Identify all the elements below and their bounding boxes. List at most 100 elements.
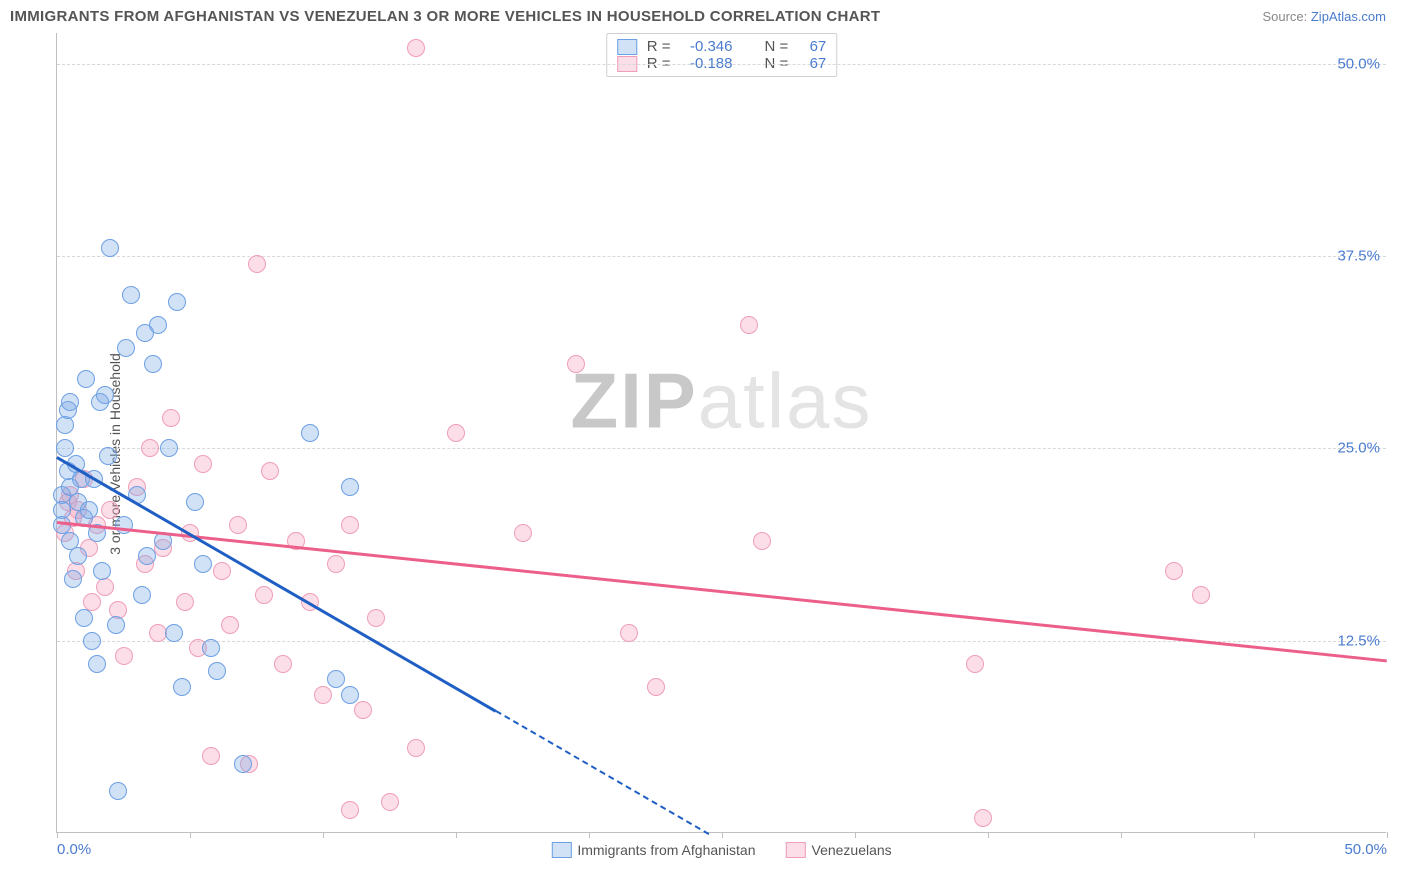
point-series-a — [149, 316, 167, 334]
source-prefix: Source: — [1262, 9, 1310, 24]
point-series-b — [261, 462, 279, 480]
x-tick — [1121, 832, 1122, 838]
point-series-a — [80, 501, 98, 519]
trendline-series-a — [56, 456, 496, 712]
point-series-b — [1192, 586, 1210, 604]
watermark: ZIPatlas — [570, 355, 872, 446]
point-series-b — [381, 793, 399, 811]
y-tick-label: 25.0% — [1337, 440, 1380, 457]
series-a-label: Immigrants from Afghanistan — [577, 842, 755, 858]
point-series-b — [213, 562, 231, 580]
point-series-b — [274, 655, 292, 673]
point-series-b — [176, 593, 194, 611]
point-series-a — [341, 686, 359, 704]
point-series-a — [101, 239, 119, 257]
r-value-a: -0.346 — [681, 38, 733, 55]
point-series-a — [133, 586, 151, 604]
point-series-b — [314, 686, 332, 704]
point-series-a — [56, 416, 74, 434]
point-series-b — [221, 616, 239, 634]
point-series-b — [202, 747, 220, 765]
point-series-b — [974, 809, 992, 827]
point-series-b — [354, 701, 372, 719]
point-series-b — [753, 532, 771, 550]
point-series-a — [88, 655, 106, 673]
x-tick — [722, 832, 723, 838]
point-series-a — [107, 616, 125, 634]
point-series-a — [64, 570, 82, 588]
watermark-right: atlas — [698, 356, 873, 444]
point-series-a — [122, 286, 140, 304]
x-tick — [1254, 832, 1255, 838]
y-tick-label: 50.0% — [1337, 55, 1380, 72]
point-series-a — [99, 447, 117, 465]
r-label-a: R = — [647, 38, 671, 55]
legend-row-a: R = -0.346 N = 67 — [617, 38, 827, 55]
point-series-a — [186, 493, 204, 511]
point-series-b — [255, 586, 273, 604]
point-series-b — [407, 739, 425, 757]
point-series-a — [301, 424, 319, 442]
point-series-b — [101, 501, 119, 519]
y-tick-label: 12.5% — [1337, 632, 1380, 649]
point-series-b — [514, 524, 532, 542]
correlation-legend: R = -0.346 N = 67 R = -0.188 N = 67 — [606, 33, 838, 77]
x-tick — [456, 832, 457, 838]
point-series-b — [966, 655, 984, 673]
source-attribution: Source: ZipAtlas.com — [1262, 9, 1386, 24]
point-series-a — [160, 439, 178, 457]
point-series-a — [165, 624, 183, 642]
point-series-a — [77, 370, 95, 388]
source-link[interactable]: ZipAtlas.com — [1311, 9, 1386, 24]
point-series-a — [117, 339, 135, 357]
x-tick — [323, 832, 324, 838]
point-series-a — [327, 670, 345, 688]
point-series-b — [567, 355, 585, 373]
point-series-b — [115, 647, 133, 665]
chart-container: 3 or more Vehicles in Household ZIPatlas… — [10, 29, 1396, 879]
x-tick-label-max: 50.0% — [1344, 841, 1387, 858]
chart-title: IMMIGRANTS FROM AFGHANISTAN VS VENEZUELA… — [10, 8, 880, 25]
x-tick-label-min: 0.0% — [57, 841, 91, 858]
point-series-b — [447, 424, 465, 442]
plot-area: ZIPatlas R = -0.346 N = 67 R = -0.188 N … — [56, 33, 1386, 833]
x-tick — [190, 832, 191, 838]
point-series-b — [407, 39, 425, 57]
point-series-b — [327, 555, 345, 573]
x-tick — [988, 832, 989, 838]
point-series-a — [61, 393, 79, 411]
point-series-a — [138, 547, 156, 565]
point-series-b — [341, 801, 359, 819]
gridline — [57, 448, 1386, 449]
n-label-a: N = — [765, 38, 789, 55]
x-tick — [589, 832, 590, 838]
point-series-b — [367, 609, 385, 627]
swatch-series-a — [617, 39, 637, 55]
point-series-a — [93, 562, 111, 580]
point-series-b — [620, 624, 638, 642]
swatch-a-icon — [551, 842, 571, 858]
point-series-b — [647, 678, 665, 696]
watermark-left: ZIP — [570, 356, 697, 444]
point-series-b — [96, 578, 114, 596]
point-series-a — [208, 662, 226, 680]
point-series-a — [194, 555, 212, 573]
gridline — [57, 64, 1386, 65]
legend-item-b: Venezuelans — [786, 842, 892, 858]
y-tick-label: 37.5% — [1337, 248, 1380, 265]
legend-item-a: Immigrants from Afghanistan — [551, 842, 755, 858]
n-value-a: 67 — [798, 38, 826, 55]
point-series-b — [341, 516, 359, 534]
series-legend: Immigrants from Afghanistan Venezuelans — [551, 842, 891, 858]
point-series-a — [144, 355, 162, 373]
point-series-a — [234, 755, 252, 773]
point-series-a — [202, 639, 220, 657]
x-tick — [57, 832, 58, 838]
point-series-b — [141, 439, 159, 457]
point-series-a — [168, 293, 186, 311]
point-series-a — [173, 678, 191, 696]
x-tick — [1387, 832, 1388, 838]
point-series-a — [83, 632, 101, 650]
point-series-b — [194, 455, 212, 473]
point-series-a — [75, 609, 93, 627]
